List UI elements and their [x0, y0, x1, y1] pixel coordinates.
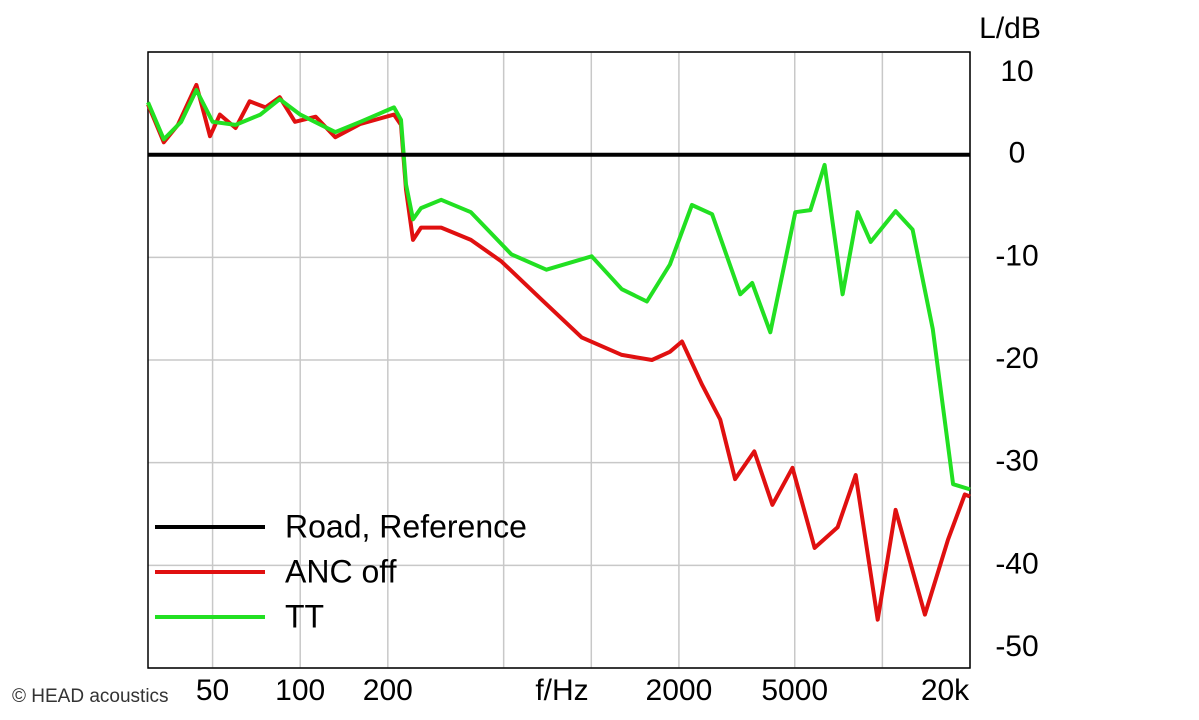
y-tick-label: 10: [1000, 55, 1033, 88]
series-line: [146, 82, 971, 622]
legend-label: Road, Reference: [285, 508, 527, 544]
x-tick-label: 50: [196, 674, 229, 707]
y-tick-label: 0: [1009, 137, 1026, 170]
series-line: [146, 88, 971, 492]
y-tick-label: -30: [995, 445, 1038, 478]
legend-label: TT: [285, 598, 324, 634]
x-tick-label: 5000: [761, 674, 828, 707]
credit: © HEAD acoustics: [12, 686, 169, 707]
y-tick-label: -10: [995, 239, 1038, 272]
y-tick-label: -40: [995, 547, 1038, 580]
x-axis-label: f/Hz: [535, 674, 588, 707]
y-tick-label: -20: [995, 342, 1038, 375]
legend-label: ANC off: [285, 553, 397, 589]
y-axis-label: L/dB: [979, 12, 1041, 45]
plot-frame: [147, 51, 971, 669]
x-tick-label: 2000: [646, 674, 713, 707]
x-tick-label: 100: [275, 674, 325, 707]
y-tick-label: -50: [995, 630, 1038, 663]
x-tick-label: 200: [363, 674, 413, 707]
x-tick-label: 20k: [921, 674, 970, 707]
